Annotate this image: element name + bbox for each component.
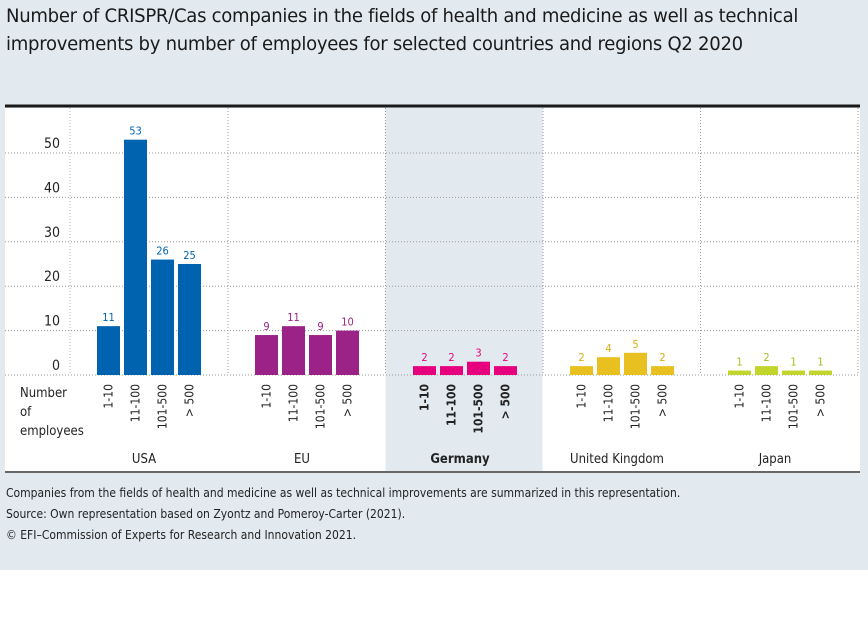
footnote-source: Source: Own representation based on Zyon… xyxy=(6,507,406,521)
y-tick-label: 10 xyxy=(44,314,60,330)
bar xyxy=(413,366,436,375)
data-label: 4 xyxy=(605,342,611,355)
data-label: 3 xyxy=(475,347,481,360)
category-label: > 500 xyxy=(499,384,513,419)
bar xyxy=(440,366,463,375)
footnote-1: Companies from the fields of health and … xyxy=(6,486,681,500)
y-tick-label: 50 xyxy=(44,136,60,152)
y-tick-label: 20 xyxy=(44,269,60,285)
data-label: 1 xyxy=(817,356,823,369)
bar xyxy=(782,370,805,375)
data-label: 2 xyxy=(421,351,427,364)
category-label: 11-100 xyxy=(287,384,301,422)
bar xyxy=(624,352,647,375)
category-label: 11-100 xyxy=(760,384,774,422)
data-label: 9 xyxy=(317,320,323,333)
bar xyxy=(336,330,359,375)
bar xyxy=(178,264,201,375)
highlight-panel xyxy=(385,108,543,472)
group-label: United Kingdom xyxy=(570,452,664,467)
category-label: 1-10 xyxy=(260,384,274,409)
data-label: 1 xyxy=(736,356,742,369)
category-label: > 500 xyxy=(341,384,355,417)
group-label: USA xyxy=(132,452,156,467)
data-label: 9 xyxy=(263,320,269,333)
category-label: 101-500 xyxy=(787,384,801,429)
bar xyxy=(467,361,490,375)
x-axis-label: of xyxy=(20,405,32,420)
data-label: 2 xyxy=(502,351,508,364)
group-label: EU xyxy=(294,452,310,467)
bar xyxy=(597,357,620,375)
bar xyxy=(755,366,778,375)
data-label: 25 xyxy=(183,249,196,262)
category-label: 11-100 xyxy=(445,384,459,426)
data-label: 2 xyxy=(448,351,454,364)
data-label: 11 xyxy=(287,311,300,324)
group-label: Germany xyxy=(430,452,490,467)
category-label: 1-10 xyxy=(733,384,747,409)
chart-title: Number of CRISPR/Cas companies in the fi… xyxy=(6,5,799,55)
data-label: 2 xyxy=(578,351,584,364)
category-label: > 500 xyxy=(183,384,197,417)
category-label: > 500 xyxy=(814,384,828,417)
bar xyxy=(97,326,120,375)
data-label: 5 xyxy=(632,338,638,351)
data-label: 2 xyxy=(659,351,665,364)
bar-chart: 01020304050Numberofemployees111-105311-1… xyxy=(5,104,860,473)
group-label: Japan xyxy=(758,452,792,467)
category-label: 101-500 xyxy=(472,384,486,434)
bar xyxy=(282,326,305,375)
bar xyxy=(728,370,751,375)
x-axis-label: Number xyxy=(20,386,67,401)
data-label: 1 xyxy=(790,356,796,369)
bar xyxy=(151,259,174,375)
category-label: 1-10 xyxy=(102,384,116,409)
bar xyxy=(809,370,832,375)
category-label: 11-100 xyxy=(602,384,616,422)
bar xyxy=(255,335,278,375)
data-label: 26 xyxy=(156,245,169,258)
category-label: > 500 xyxy=(656,384,670,417)
category-label: 11-100 xyxy=(129,384,143,422)
bar xyxy=(309,335,332,375)
y-tick-label: 30 xyxy=(44,225,60,241)
category-label: 101-500 xyxy=(314,384,328,429)
category-label: 101-500 xyxy=(156,384,170,429)
category-label: 101-500 xyxy=(629,384,643,429)
bar xyxy=(494,366,517,375)
bar xyxy=(651,366,674,375)
data-label: 2 xyxy=(763,351,769,364)
bar xyxy=(124,139,147,375)
y-tick-label: 40 xyxy=(44,180,60,196)
bar xyxy=(570,366,593,375)
data-label: 53 xyxy=(129,125,142,138)
data-label: 10 xyxy=(341,316,354,329)
x-axis-label: employees xyxy=(20,424,84,439)
category-label: 1-10 xyxy=(418,384,432,411)
category-label: 1-10 xyxy=(575,384,589,409)
data-label: 11 xyxy=(102,311,115,324)
y-tick-label: 0 xyxy=(52,358,60,374)
footnote-copyright: © EFI–Commission of Experts for Research… xyxy=(6,528,357,542)
